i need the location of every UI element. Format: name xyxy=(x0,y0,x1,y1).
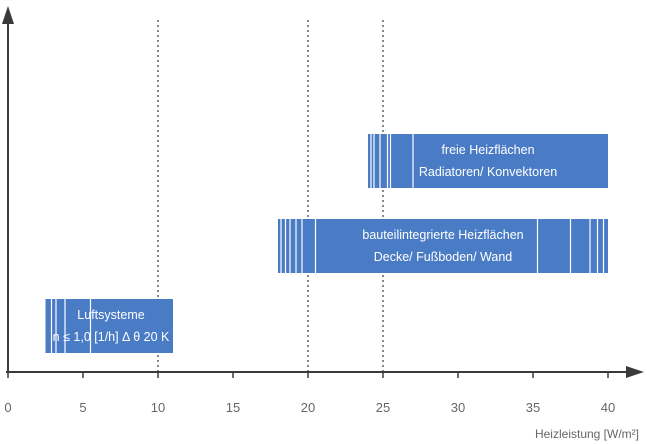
range-bar-1 xyxy=(368,134,608,188)
range-bar-group-3: Luftsysteme n ≤ 1,0 [1/h] Δ θ 20 K xyxy=(45,299,173,353)
reference-lines xyxy=(157,20,384,372)
range-bar-3-label-line-1: Luftsysteme xyxy=(77,308,144,322)
axes xyxy=(2,6,644,378)
x-tick-label-40: 40 xyxy=(601,400,615,415)
x-tick-label-15: 15 xyxy=(226,400,240,415)
range-bars: freie Heizflächen Radiatoren/ Konvektoren… xyxy=(45,134,608,353)
x-tick-label-0: 0 xyxy=(4,400,11,415)
x-tick-label-25: 25 xyxy=(376,400,390,415)
x-tick-label-35: 35 xyxy=(526,400,540,415)
range-bar-1-label-line-1: freie Heizflächen xyxy=(441,143,534,157)
x-axis-title: Heizleistung [W/m²] xyxy=(535,427,639,441)
x-tick-label-5: 5 xyxy=(79,400,86,415)
range-bar-3-label-line-2: n ≤ 1,0 [1/h] Δ θ 20 K xyxy=(53,330,170,344)
range-bar-2 xyxy=(278,219,608,273)
x-tick-label-20: 20 xyxy=(301,400,315,415)
range-bar-group-1: freie Heizflächen Radiatoren/ Konvektoren xyxy=(368,134,608,188)
range-bar-2-label-line-1: bauteilintegrierte Heizflächen xyxy=(362,228,523,242)
range-bar-group-2: bauteilintegrierte Heizflächen Decke/ Fuß… xyxy=(278,219,608,273)
x-tick-label-10: 10 xyxy=(151,400,165,415)
range-bar-2-label-line-2: Decke/ Fußboden/ Wand xyxy=(374,250,513,264)
range-bar-1-label-line-2: Radiatoren/ Konvektoren xyxy=(419,165,557,179)
x-axis-ticks: 0 5 10 15 20 25 30 35 40 xyxy=(4,372,615,415)
x-tick-label-30: 30 xyxy=(451,400,465,415)
y-axis-arrowhead xyxy=(2,6,14,24)
range-bar-3 xyxy=(45,299,173,353)
x-axis-arrowhead xyxy=(626,366,644,378)
